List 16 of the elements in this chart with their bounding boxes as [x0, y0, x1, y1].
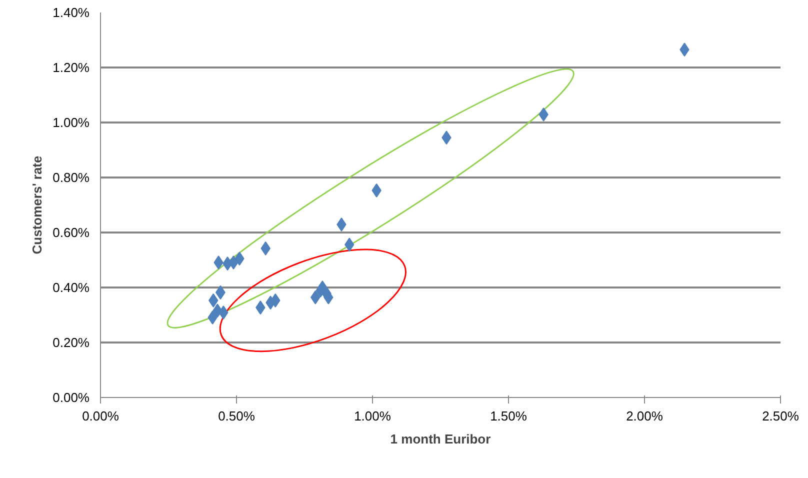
y-tick-label: 0.60% — [52, 225, 90, 240]
x-tick-label: 1.00% — [354, 408, 392, 424]
y-axis-title: Customers' rate — [30, 156, 45, 254]
y-tick-label: 0.40% — [52, 280, 90, 295]
x-tick-label: 2.50% — [762, 408, 800, 424]
y-tick-label: 0.00% — [52, 390, 90, 405]
x-tick-label: 1.50% — [490, 408, 528, 424]
y-tick-label: 0.20% — [52, 335, 90, 350]
y-tick-label: 1.00% — [52, 115, 90, 130]
x-tick-label: 0.50% — [218, 408, 256, 424]
x-tick-label: 0.00% — [82, 408, 120, 424]
x-tick-label: 2.00% — [626, 408, 664, 424]
y-tick-label: 1.40% — [52, 5, 90, 20]
y-tick-label: 0.80% — [52, 170, 90, 185]
x-axis-title: 1 month Euribor — [390, 432, 491, 446]
y-tick-label: 1.20% — [52, 60, 90, 75]
